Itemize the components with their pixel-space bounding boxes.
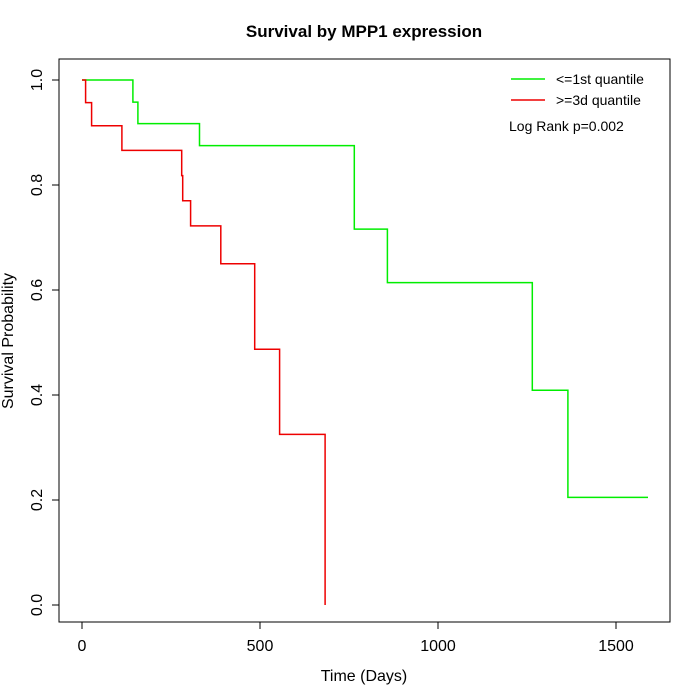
y-tick-label: 0.8 (29, 174, 46, 196)
chart-title: Survival by MPP1 expression (246, 22, 482, 41)
x-axis-label: Time (Days) (321, 668, 408, 685)
y-tick-label: 0.4 (29, 384, 46, 406)
x-axis-ticks: 0 500 1000 1500 (78, 622, 634, 655)
series-line-1 (82, 79, 326, 605)
x-tick-label: 1000 (420, 638, 456, 655)
log-rank-annotation: Log Rank p=0.002 (509, 118, 624, 134)
y-tick-label: 1.0 (29, 69, 46, 91)
y-tick-label: 0.6 (29, 279, 46, 301)
series-line-0 (82, 79, 648, 499)
y-tick-label: 0.0 (29, 594, 46, 616)
x-tick-label: 1500 (598, 638, 634, 655)
y-axis-label: Survival Probability (0, 273, 17, 409)
y-tick-label: 0.2 (29, 489, 46, 511)
x-tick-label: 500 (247, 638, 274, 655)
series-lines (82, 79, 648, 605)
y-axis-ticks: 0.0 0.2 0.4 0.6 0.8 1.0 (29, 69, 59, 616)
plot-area-frame (58, 58, 671, 623)
legend-label-low: <=1st quantile (556, 71, 644, 87)
x-tick-label: 0 (78, 638, 87, 655)
legend: <=1st quantile >=3d quantile (511, 71, 644, 108)
legend-label-high: >=3d quantile (556, 92, 641, 108)
